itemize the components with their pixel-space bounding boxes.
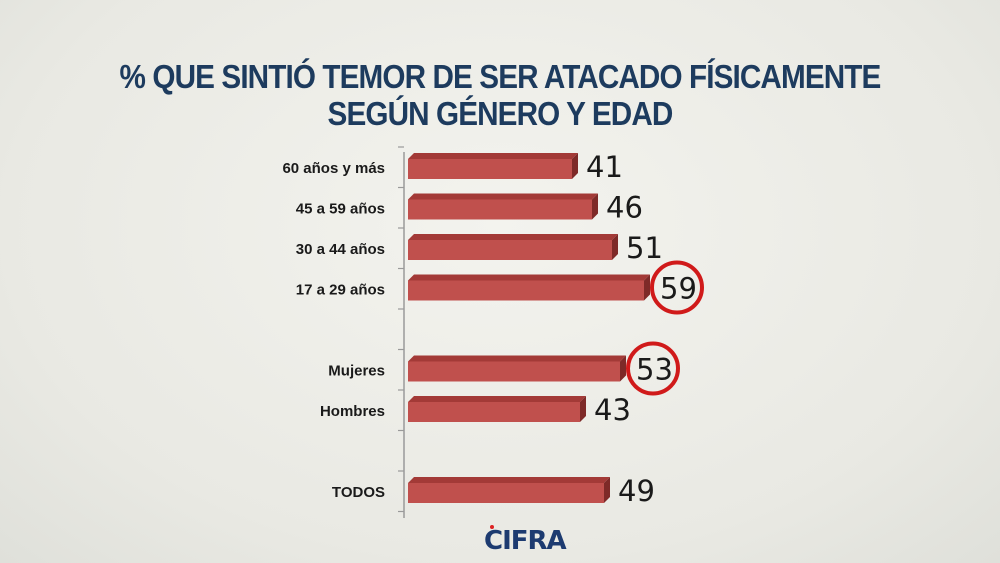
- bar-side: [612, 234, 618, 260]
- category-label: Mujeres: [328, 363, 385, 380]
- bar: [408, 361, 620, 382]
- value-label: 59: [660, 272, 697, 306]
- bar-top: [408, 234, 618, 240]
- bar: [408, 402, 580, 422]
- bar-side: [580, 396, 586, 422]
- chart-title-line-1: % QUE SINTIÓ TEMOR DE SER ATACADO FÍSICA…: [119, 58, 882, 95]
- bar-side: [592, 193, 598, 220]
- bar: [408, 240, 612, 260]
- bar-top: [408, 396, 586, 402]
- bar-top: [408, 274, 650, 281]
- category-label: 17 a 29 años: [296, 282, 385, 299]
- value-label: 43: [594, 393, 631, 427]
- bar-top: [408, 153, 578, 159]
- value-label: 53: [636, 353, 673, 387]
- cifra-logo: CIFRA: [484, 525, 567, 556]
- bar-top: [408, 477, 610, 483]
- bar: [408, 159, 572, 179]
- value-label: 46: [606, 191, 643, 225]
- highlight-circle: [626, 341, 680, 396]
- bar-side: [620, 355, 626, 382]
- bar: [408, 199, 592, 220]
- value-label: 51: [626, 231, 663, 265]
- bar-side: [644, 274, 650, 301]
- highlight-circle: [650, 260, 704, 315]
- bar-side: [604, 477, 610, 503]
- category-label: TODOS: [332, 484, 385, 501]
- bar-top: [408, 193, 598, 200]
- category-label: 30 a 44 años: [296, 241, 385, 258]
- bar: [408, 280, 644, 301]
- chart-title-line-2: SEGÚN GÉNERO Y EDAD: [327, 95, 674, 132]
- bar-top: [408, 355, 626, 362]
- category-label: 45 a 59 años: [296, 201, 385, 218]
- bar: [408, 483, 604, 503]
- value-label: 41: [586, 150, 623, 184]
- bar-side: [572, 153, 578, 179]
- category-label: Hombres: [320, 403, 385, 420]
- value-label: 49: [618, 474, 655, 508]
- category-label: 60 años y más: [282, 160, 385, 177]
